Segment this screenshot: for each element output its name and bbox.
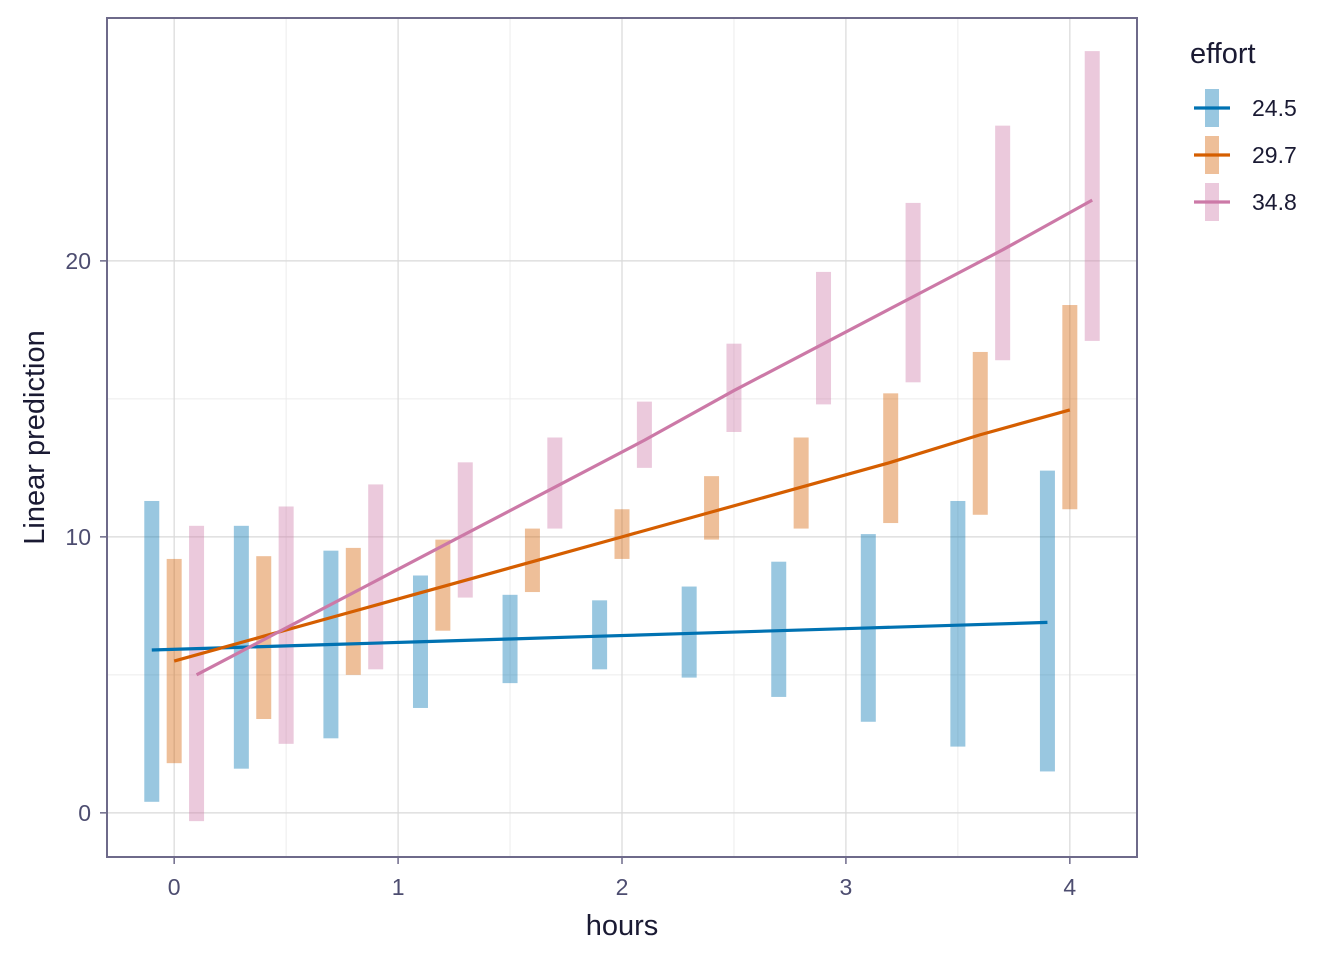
interval-bar-29.7-8	[883, 393, 899, 524]
legend-title: effort	[1190, 38, 1256, 70]
interval-bar-34.8-8	[905, 202, 921, 383]
legend-label: 24.5	[1252, 95, 1297, 121]
y-axis-title: Linear prediction	[19, 330, 51, 544]
legend-item-29.7: 29.7	[1194, 136, 1297, 174]
prediction-line-29.7	[173, 408, 1071, 663]
y-axis-ticks: 0 10 20	[65, 248, 107, 826]
interval-bar-29.7-5	[614, 509, 630, 559]
prediction-line-24.5	[151, 620, 1048, 652]
legend-item-24.5: 24.5	[1194, 89, 1297, 127]
interval-bar-29.7-10	[1062, 305, 1078, 510]
x-axis-ticks: 0 1 2 3 4	[168, 857, 1076, 900]
x-tick-label: 3	[840, 874, 853, 900]
y-tick-label: 20	[65, 248, 91, 274]
prediction-lines	[151, 198, 1093, 677]
x-tick-label: 2	[616, 874, 629, 900]
x-axis-title: hours	[586, 910, 659, 942]
x-tick-label: 0	[168, 874, 181, 900]
interval-bar-34.8-4	[547, 437, 563, 529]
x-tick-label: 4	[1063, 874, 1076, 900]
interval-bar-34.8-1	[278, 506, 294, 744]
interval-bar-29.7-7	[793, 437, 809, 529]
legend-label: 29.7	[1252, 142, 1297, 168]
y-tick-label: 0	[78, 800, 91, 826]
x-tick-label: 1	[392, 874, 405, 900]
legend-items: 24.5 29.7 34.8	[1194, 89, 1297, 221]
interval-bar-34.8-10	[1084, 51, 1100, 341]
legend-label: 34.8	[1252, 189, 1297, 215]
legend: effort 24.5 29.7 34.8	[1190, 38, 1297, 221]
interval-bar-34.8-7	[816, 271, 832, 405]
interval-bar-34.8-9	[995, 125, 1011, 361]
interval-bar-34.8-6	[726, 343, 742, 432]
interval-bar-24.5-0	[144, 500, 160, 802]
y-tick-label: 10	[65, 524, 91, 550]
interval-bar-34.8-3	[457, 462, 473, 598]
grid-lines	[107, 18, 1137, 857]
interval-bar-24.5-10	[1039, 470, 1055, 772]
legend-item-34.8: 34.8	[1194, 183, 1297, 221]
prediction-line-34.8	[195, 198, 1093, 677]
interval-bar-29.7-6	[704, 476, 720, 540]
interval-bar-34.8-2	[368, 484, 384, 670]
interval-bar-34.8-5	[636, 401, 652, 468]
